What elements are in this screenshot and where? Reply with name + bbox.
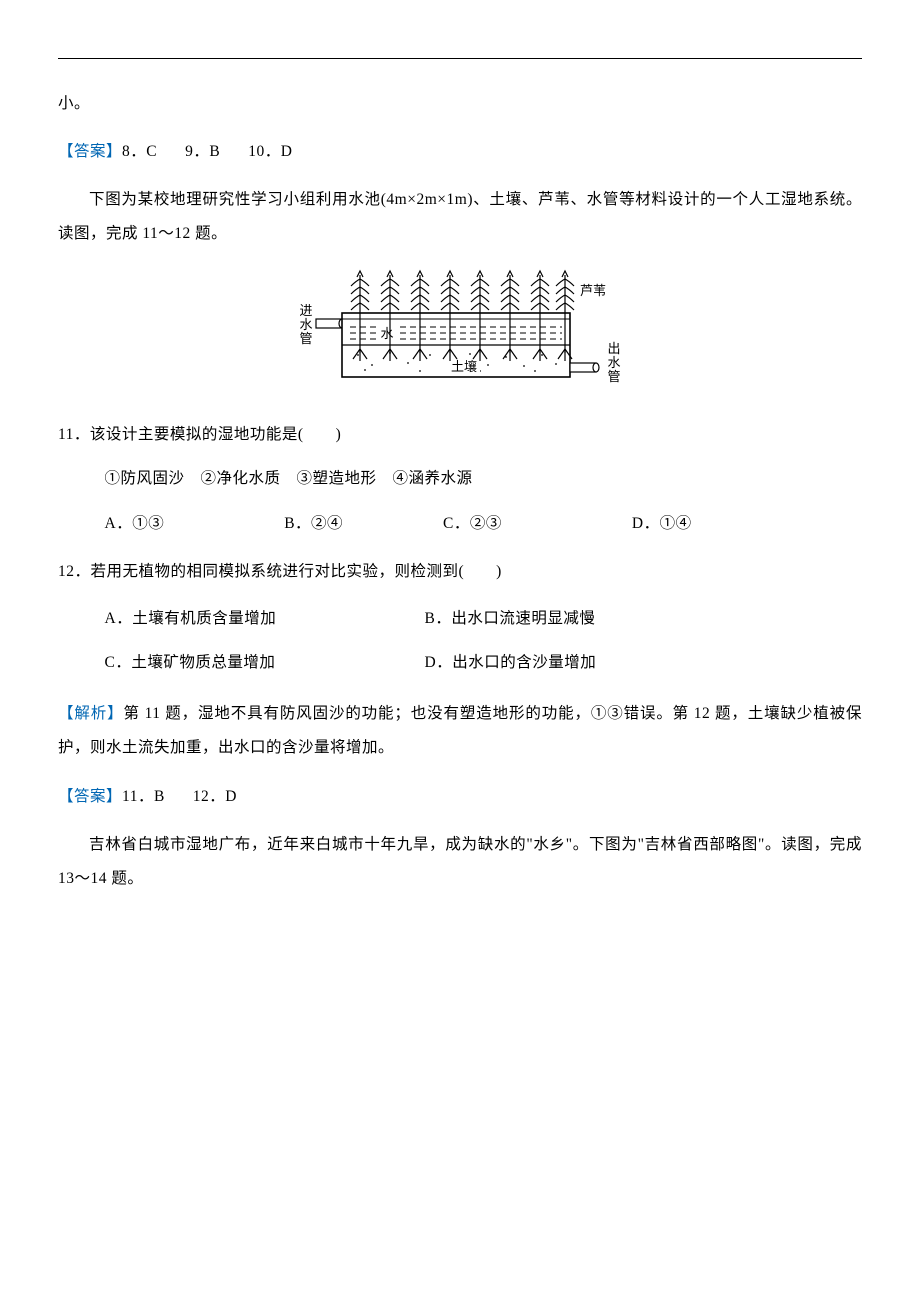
intro-text-1: 下图为某校地理研究性学习小组利用水池(4m×2m×1m)、土壤、芦苇、水管等材料…	[58, 183, 862, 251]
figure-wetland: 进 水 管 水	[58, 265, 862, 400]
answer-block-2: 【答案】11．B 12．D	[58, 780, 862, 814]
wetland-diagram-icon: 进 水 管 水	[280, 265, 640, 395]
analysis-text-1: 第 11 题，湿地不具有防风固沙的功能；也没有塑造地形的功能，①③错误。第 12…	[58, 705, 862, 756]
inlet-label-2: 水	[299, 317, 312, 332]
soil-label: 土壤	[451, 359, 477, 374]
q11-opt-a: A．①③	[105, 507, 165, 541]
outlet-label-3: 管	[607, 369, 620, 384]
q12-opt-b: B．出水口流速明显减慢	[425, 599, 863, 639]
q11-stem: 11．该设计主要模拟的湿地功能是( )	[58, 418, 862, 452]
q11-opt-c: C．②③	[443, 507, 502, 541]
q12-options-row2: C．土壤矿物质总量增加 D．出水口的含沙量增加	[58, 643, 862, 683]
q11-opt-d: D．①④	[632, 507, 692, 541]
analysis-block-1: 【解析】第 11 题，湿地不具有防风固沙的功能；也没有塑造地形的功能，①③错误。…	[58, 697, 862, 765]
water-label: 水	[380, 326, 393, 341]
answer-2a: 11．B	[122, 788, 165, 805]
reed-label: 芦苇	[580, 283, 606, 298]
inlet-label-3: 管	[299, 331, 312, 346]
inlet-label-1: 进	[299, 303, 312, 318]
q11-sub-options: ①防风固沙 ②净化水质 ③塑造地形 ④涵养水源	[58, 462, 862, 496]
answer-1c: 10．D	[248, 143, 292, 160]
analysis-label-1: 【解析】	[58, 705, 123, 722]
answer-2b: 12．D	[193, 788, 237, 805]
q12-opt-d: D．出水口的含沙量增加	[425, 643, 863, 683]
intro-text-2: 吉林省白城市湿地广布，近年来白城市十年九旱，成为缺水的"水乡"。下图为"吉林省西…	[58, 828, 862, 896]
answer-label-1: 【答案】	[58, 143, 122, 160]
page-divider	[58, 58, 862, 59]
q12-stem: 12．若用无植物的相同模拟系统进行对比实验，则检测到( )	[58, 555, 862, 589]
answer-1b: 9．B	[185, 143, 220, 160]
answer-label-2: 【答案】	[58, 788, 122, 805]
outlet-label-1: 出	[607, 341, 620, 356]
outlet-label-2: 水	[607, 355, 620, 370]
continuation-text: 小。	[58, 87, 862, 121]
q12-opt-c: C．土壤矿物质总量增加	[105, 643, 425, 683]
q12-opt-a: A．土壤有机质含量增加	[105, 599, 425, 639]
answer-1a: 8．C	[122, 143, 157, 160]
q12-options-row1: A．土壤有机质含量增加 B．出水口流速明显减慢	[58, 599, 862, 639]
answer-block-1: 【答案】8．C 9．B 10．D	[58, 135, 862, 169]
q11-options: A．①③ B．②④ C．②③ D．①④	[58, 507, 862, 541]
q11-opt-b: B．②④	[284, 507, 343, 541]
